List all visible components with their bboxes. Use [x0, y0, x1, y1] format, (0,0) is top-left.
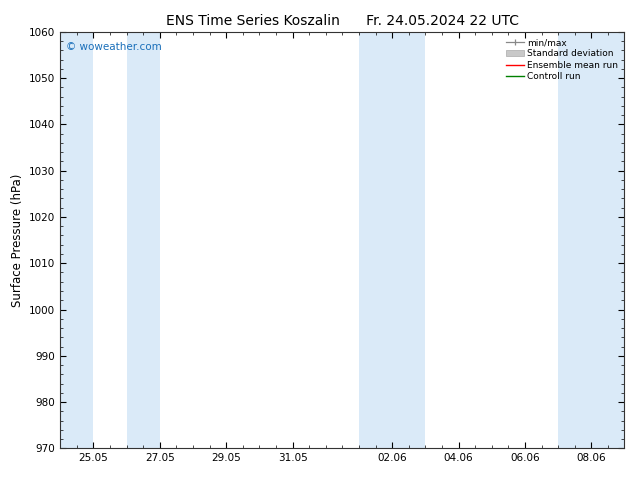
Bar	[60, 32, 93, 448]
Bar	[359, 32, 425, 448]
Text: © woweather.com: © woweather.com	[66, 42, 162, 52]
Legend: min/max, Standard deviation, Ensemble mean run, Controll run: min/max, Standard deviation, Ensemble me…	[503, 36, 620, 83]
Title: ENS Time Series Koszalin      Fr. 24.05.2024 22 UTC: ENS Time Series Koszalin Fr. 24.05.2024 …	[166, 14, 519, 28]
Bar	[127, 32, 160, 448]
Y-axis label: Surface Pressure (hPa): Surface Pressure (hPa)	[11, 173, 23, 307]
Bar	[558, 32, 624, 448]
